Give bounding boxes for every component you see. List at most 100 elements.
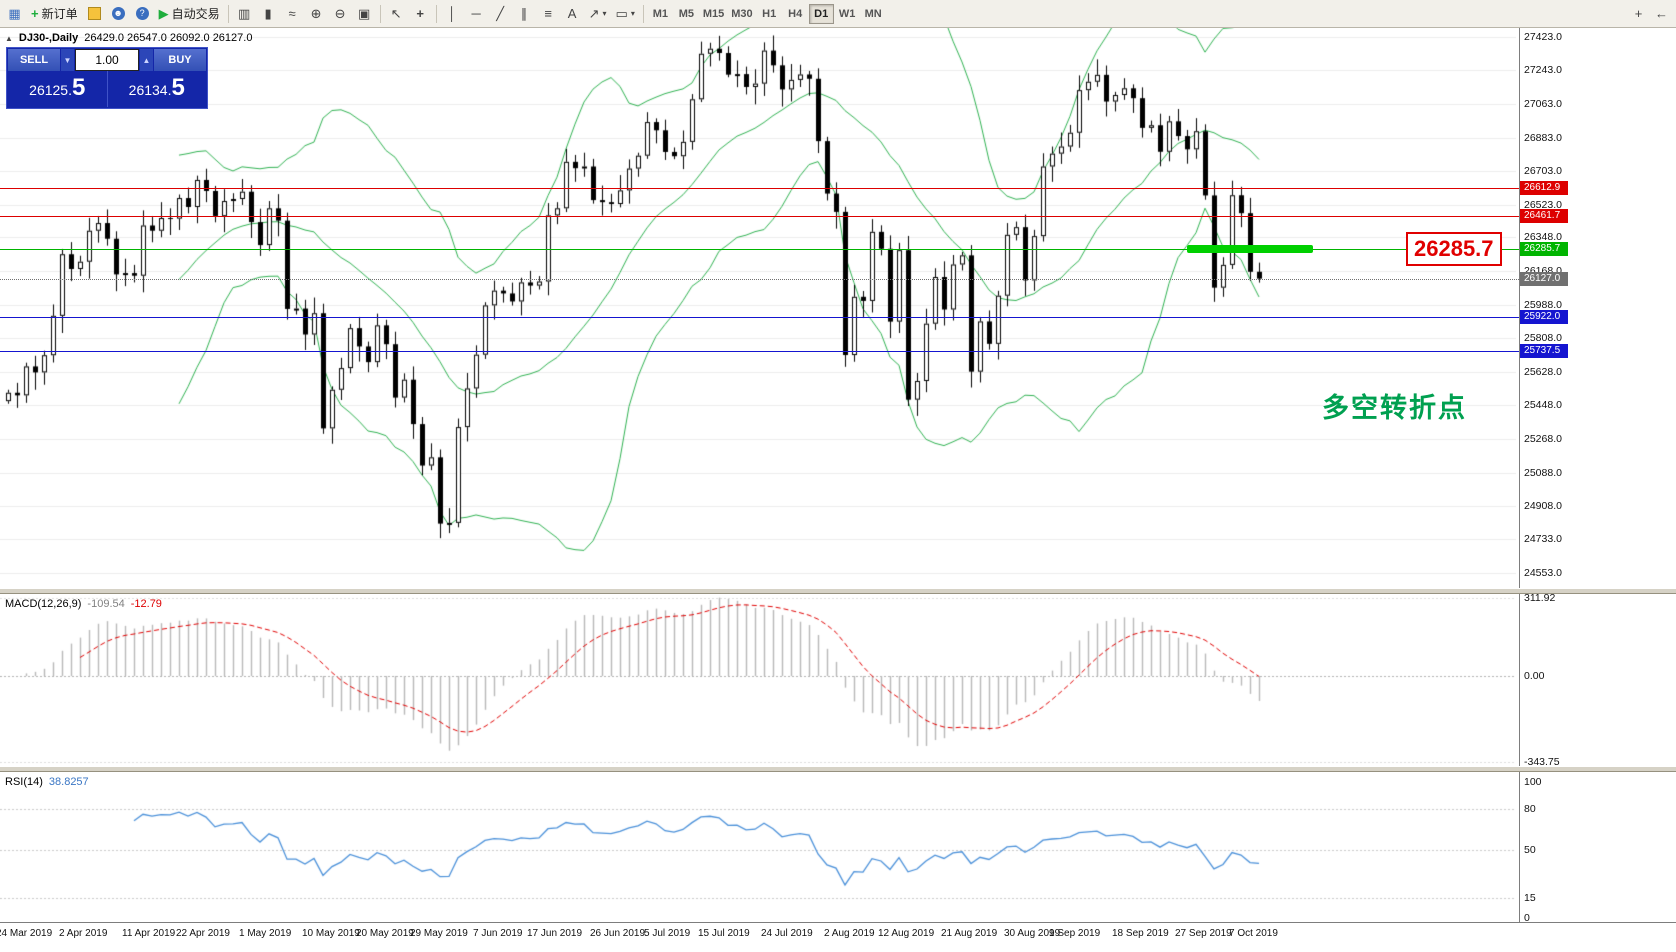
new-order-button[interactable]: + 新订单 bbox=[27, 3, 82, 25]
price-callout[interactable]: 26285.7 bbox=[1406, 232, 1502, 267]
timeframe-M30[interactable]: M30 bbox=[731, 7, 753, 20]
chart-window-icon: ▦ bbox=[8, 6, 21, 21]
price-axis-label: 27423.0 bbox=[1524, 30, 1562, 43]
timeframe-W1[interactable]: W1 bbox=[838, 7, 856, 20]
level-line-25922.0[interactable] bbox=[0, 317, 1519, 318]
sell-price[interactable]: 26125. 5 bbox=[8, 71, 108, 107]
candlestick-icon: ▮ bbox=[264, 6, 272, 21]
zoom-out-icon: ⊖ bbox=[334, 6, 346, 21]
tile-windows-button[interactable]: ▣ bbox=[353, 3, 376, 25]
cursor-button[interactable]: ↖ bbox=[385, 3, 408, 25]
price-axis-label: 25988.0 bbox=[1524, 298, 1562, 311]
date-axis-label: 22 Apr 2019 bbox=[176, 928, 230, 939]
shapes-icon: ▭ bbox=[615, 6, 628, 21]
timeframe-MN[interactable]: MN bbox=[864, 7, 882, 20]
profile-button[interactable]: ☻ bbox=[107, 3, 130, 25]
toolbar-separator bbox=[227, 4, 229, 23]
horizontal-line-button[interactable]: ─ bbox=[465, 3, 488, 25]
price-axis-label: 25808.0 bbox=[1524, 332, 1562, 345]
buy-button[interactable]: BUY bbox=[154, 49, 206, 71]
date-axis-label: 5 Jul 2019 bbox=[644, 928, 691, 939]
bar-chart-button[interactable]: ▥ bbox=[233, 3, 256, 25]
price-tag-26127.0: 26127.0 bbox=[1520, 272, 1568, 286]
one-click-trading-panel: SELL ▼ 1.00 ▲ BUY 26125. 5 26134. 5 bbox=[6, 47, 208, 109]
sell-button[interactable]: SELL bbox=[8, 49, 60, 71]
new-chart-button[interactable]: ▦ bbox=[3, 3, 26, 25]
date-axis-label: 2 Apr 2019 bbox=[59, 928, 108, 939]
lot-size-input[interactable]: 1.00 bbox=[75, 49, 139, 71]
price-axis-label: 25268.0 bbox=[1524, 433, 1562, 446]
timeframe-M5[interactable]: M5 bbox=[678, 7, 694, 20]
vertical-line-button[interactable]: │ bbox=[441, 3, 464, 25]
level-line-26461.7[interactable] bbox=[0, 216, 1519, 217]
shapes-tool-button[interactable]: ▭ ▾ bbox=[612, 3, 639, 25]
rsi-axis-label: 50 bbox=[1524, 844, 1536, 856]
chart-title: ▲ DJ30-,Daily 26429.0 26547.0 26092.0 26… bbox=[5, 32, 252, 44]
trendline-button[interactable]: ╱ bbox=[489, 3, 512, 25]
arrows-tool-button[interactable]: ↗ ▾ bbox=[585, 3, 611, 25]
chevron-down-icon: ▾ bbox=[602, 8, 607, 18]
macd-header: MACD(12,26,9) -109.54 -12.79 bbox=[5, 598, 162, 610]
level-line-26127.0[interactable] bbox=[0, 279, 1519, 280]
price-axis-label: 26703.0 bbox=[1524, 165, 1562, 178]
date-axis-label: 29 May 2019 bbox=[410, 928, 468, 939]
date-axis-label: 7 Oct 2019 bbox=[1229, 928, 1278, 939]
add-button[interactable]: + bbox=[1627, 3, 1650, 25]
panel-divider-macd[interactable] bbox=[0, 588, 1676, 594]
buy-price[interactable]: 26134. 5 bbox=[108, 71, 207, 107]
text-tool-button[interactable]: A bbox=[561, 3, 584, 25]
history-center-button[interactable] bbox=[83, 3, 106, 25]
text-icon: A bbox=[567, 6, 577, 21]
autotrade-button[interactable]: ▶ 自动交易 bbox=[155, 3, 224, 25]
rsi-axis-label: 100 bbox=[1524, 776, 1542, 788]
cursor-icon: ↖ bbox=[390, 6, 402, 21]
zoom-in-button[interactable]: ⊕ bbox=[305, 3, 328, 25]
arrow-left-icon: ← bbox=[1655, 6, 1668, 21]
level-line-26285.7[interactable] bbox=[0, 249, 1519, 250]
timeframe-D1[interactable]: D1 bbox=[808, 3, 834, 24]
level-line-25737.5[interactable] bbox=[0, 351, 1519, 352]
line-chart-button[interactable]: ≈ bbox=[281, 3, 304, 25]
timeframe-H1[interactable]: H1 bbox=[762, 7, 777, 20]
timeframe-M1[interactable]: M1 bbox=[652, 7, 668, 20]
help-icon: ? bbox=[135, 7, 149, 20]
timeframe-group: M1 M5 M15 M30 H1 H4 D1 W1 MN bbox=[648, 3, 886, 24]
price-axis-column[interactable] bbox=[1519, 28, 1676, 922]
channel-button[interactable]: ∥ bbox=[513, 3, 536, 25]
price-axis-label: 27063.0 bbox=[1524, 97, 1562, 110]
toolbar-overflow-button[interactable]: ← bbox=[1650, 3, 1673, 25]
date-axis-label: 30 Aug 2019 bbox=[1004, 928, 1061, 939]
panel-divider-rsi[interactable] bbox=[0, 766, 1676, 772]
time-axis[interactable] bbox=[0, 922, 1676, 952]
symbol-arrow-icon[interactable]: ▲ bbox=[5, 33, 13, 43]
date-axis-label: 24 Jul 2019 bbox=[761, 928, 813, 939]
tile-windows-icon: ▣ bbox=[357, 6, 371, 21]
toolbar: ▦ + 新订单 ☻ ? ▶ 自动交易 ▥ ▮ ≈ ⊕ ⊖ ▣ ↖ + │ ─ ╱… bbox=[0, 0, 1676, 28]
date-axis-label: 18 Sep 2019 bbox=[1112, 928, 1169, 939]
level-line-26612.9[interactable] bbox=[0, 188, 1519, 189]
price-axis-label: 26523.0 bbox=[1524, 198, 1562, 211]
channel-icon: ∥ bbox=[520, 6, 528, 21]
lot-increase-button[interactable]: ▲ bbox=[140, 49, 153, 71]
price-axis-label: 24908.0 bbox=[1524, 500, 1562, 513]
date-axis-label: 20 May 2019 bbox=[356, 928, 414, 939]
fibonacci-button[interactable]: ≡ bbox=[537, 3, 560, 25]
crosshair-button[interactable]: + bbox=[409, 3, 432, 25]
help-button[interactable]: ? bbox=[131, 3, 154, 25]
timeframe-M15[interactable]: M15 bbox=[702, 7, 725, 20]
macd-axis-label: -343.75 bbox=[1524, 756, 1560, 768]
buy-price-pips: 5 bbox=[171, 74, 185, 101]
horizontal-line-icon: ─ bbox=[471, 6, 481, 21]
zoom-out-button[interactable]: ⊖ bbox=[329, 3, 352, 25]
fibonacci-icon: ≡ bbox=[544, 6, 552, 21]
timeframe-H4[interactable]: H4 bbox=[788, 7, 803, 20]
trendline-icon: ╱ bbox=[496, 6, 505, 21]
rsi-value: 38.8257 bbox=[48, 776, 89, 788]
lot-decrease-button[interactable]: ▼ bbox=[61, 49, 74, 71]
candlestick-chart-button[interactable]: ▮ bbox=[257, 3, 280, 25]
trend-segment[interactable] bbox=[1187, 245, 1313, 254]
chart-annotation[interactable]: 多空转折点 bbox=[1322, 393, 1467, 423]
price-axis-label: 25628.0 bbox=[1524, 365, 1562, 378]
rsi-axis-label: 15 bbox=[1524, 891, 1536, 904]
